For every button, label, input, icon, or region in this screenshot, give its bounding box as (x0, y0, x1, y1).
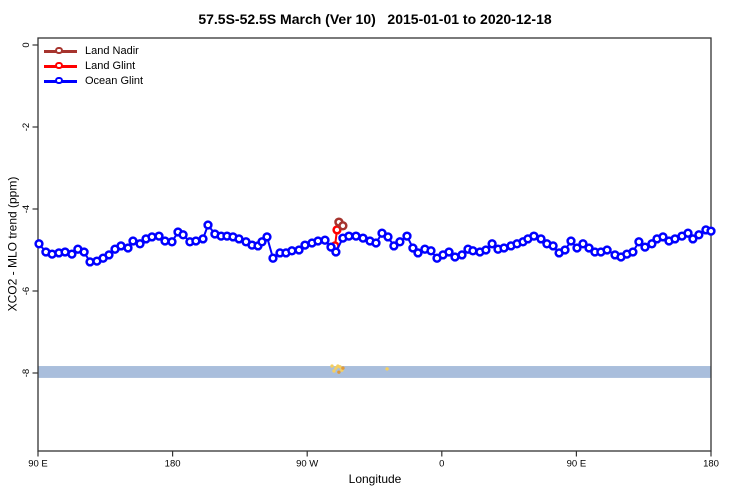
dust-speck (341, 366, 345, 370)
x-tick-label: 90 W (296, 459, 318, 470)
x-tick-label: 0 (439, 459, 444, 470)
data-point-marker (332, 225, 342, 235)
data-point-marker (320, 235, 330, 245)
data-point-marker (160, 236, 170, 246)
legend-label: Land Glint (85, 60, 136, 72)
data-point-marker (268, 253, 278, 263)
data-point-marker (287, 246, 297, 256)
data-point-marker (198, 234, 208, 244)
data-point-marker (634, 237, 644, 247)
data-point-marker (344, 231, 354, 241)
data-point-marker (628, 247, 638, 257)
data-point-marker (640, 242, 650, 252)
data-point-marker (123, 243, 133, 253)
legend-item-land-nadir: Land Nadir (44, 44, 143, 59)
data-point-marker (338, 221, 348, 231)
data-point-marker (647, 239, 657, 249)
data-point-marker (389, 241, 399, 251)
x-axis-ticks: 90 E 180 90 W 0 90 E 180 (28, 451, 719, 470)
data-point-marker (331, 247, 341, 257)
x-tick-label: 180 (165, 459, 181, 470)
data-point-marker (602, 245, 612, 255)
data-point-marker (658, 232, 668, 242)
data-point-marker (560, 245, 570, 255)
legend-item-ocean-glint: Ocean Glint (44, 74, 143, 89)
data-point-marker (203, 220, 213, 230)
data-point-marker (178, 230, 188, 240)
land-glint-marker-icon (44, 61, 77, 72)
data-point-marker (529, 231, 539, 241)
ocean-glint-marker-icon (44, 76, 77, 87)
data-point-marker (395, 237, 405, 247)
dust-speck (385, 367, 389, 371)
dust-speck (330, 364, 334, 368)
legend-label: Ocean Glint (85, 75, 144, 87)
data-point-marker (444, 247, 454, 257)
data-point-marker (688, 234, 698, 244)
y-axis-ticks: 0 -2 -4 -6 -8 (21, 42, 38, 377)
y-tick-label: -6 (21, 287, 32, 295)
legend: Land Nadir Land Glint Ocean Glint (44, 44, 143, 89)
data-point-marker (566, 236, 576, 246)
data-point-marker (706, 226, 716, 236)
dust-speck (338, 365, 342, 369)
data-point-marker (457, 250, 467, 260)
dust-speck (332, 369, 336, 373)
data-point-marker (135, 239, 145, 249)
data-point-marker (548, 241, 558, 251)
data-point-marker (426, 246, 436, 256)
highlight-band (38, 366, 711, 378)
data-point-marker (572, 243, 582, 253)
data-point-marker (34, 239, 44, 249)
data-point-marker (294, 245, 304, 255)
data-point-marker (154, 231, 164, 241)
x-tick-label: 180 (703, 459, 719, 470)
data-point-marker (371, 238, 381, 248)
data-point-marker (683, 228, 693, 238)
data-point-marker (694, 230, 704, 240)
data-point-marker (191, 236, 201, 246)
data-point-marker (167, 237, 177, 247)
series-land-nadir (334, 217, 348, 231)
data-point-marker (383, 232, 393, 242)
x-axis-title: Longitude (348, 472, 402, 486)
dust-specks (330, 364, 389, 374)
data-point-marker (413, 248, 423, 258)
dust-speck (337, 370, 341, 374)
data-point-marker (67, 249, 77, 259)
data-point-marker (402, 231, 412, 241)
data-point-marker (481, 245, 491, 255)
data-point-marker (313, 236, 323, 246)
y-tick-label: -4 (21, 205, 32, 213)
legend-label: Land Nadir (85, 45, 139, 57)
x-tick-label: 90 E (28, 459, 48, 470)
data-point-marker (262, 232, 272, 242)
data-point-marker (408, 243, 418, 253)
y-tick-label: -8 (21, 369, 32, 377)
chart-title: 57.5S-52.5S March (Ver 10) 2015-01-01 to… (198, 11, 552, 27)
data-point-marker (147, 232, 157, 242)
x-tick-label: 90 E (567, 459, 587, 470)
data-point-marker (584, 243, 594, 253)
y-tick-label: -2 (21, 123, 32, 131)
land-nadir-marker-icon (44, 46, 77, 57)
data-point-marker (104, 250, 114, 260)
y-axis-title: XCO2 - MLO trend (ppm) (5, 176, 19, 312)
data-point-marker (536, 234, 546, 244)
data-point-marker (578, 239, 588, 249)
y-tick-label: 0 (21, 42, 32, 47)
legend-item-land-glint: Land Glint (44, 59, 143, 74)
series-ocean-glint (34, 220, 716, 267)
data-point-marker (79, 247, 89, 257)
data-point-marker (487, 239, 497, 249)
data-point-marker (468, 246, 478, 256)
